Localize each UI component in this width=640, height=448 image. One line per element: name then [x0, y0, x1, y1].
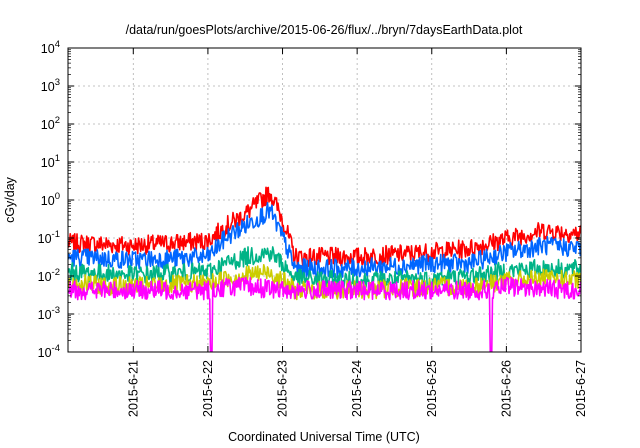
series-magenta-line: [68, 276, 581, 352]
series-red-line: [68, 186, 581, 267]
x-tick-label: 2015-6-23: [276, 360, 290, 417]
y-tick-label: 103: [41, 77, 60, 94]
x-tick-label: 2015-6-26: [499, 360, 513, 417]
x-axis-ticks: 2015-6-21 2015-6-22 2015-6-23 2015-6-24 2015…: [126, 48, 588, 417]
y-tick-label: 100: [41, 191, 60, 208]
y-tick-label: 102: [41, 115, 60, 132]
x-tick-label: 2015-6-21: [126, 360, 140, 417]
y-tick-label: 104: [41, 39, 60, 56]
x-tick-label: 2015-6-27: [574, 360, 588, 417]
y-axis-ticks: 10-4 10-3 10-2 10-1 100 101 102 103 104: [38, 39, 581, 360]
x-axis-label: Coordinated Universal Time (UTC): [228, 430, 420, 444]
x-tick-label: 2015-6-25: [425, 360, 439, 417]
x-tick-label: 2015-6-24: [350, 360, 364, 417]
y-axis-label: cGy/day: [3, 176, 17, 223]
y-tick-label: 10-4: [38, 343, 60, 360]
y-tick-label: 101: [41, 153, 60, 170]
y-tick-label: 10-1: [38, 229, 60, 246]
y-tick-label: 10-2: [38, 267, 60, 284]
series-green-line: [68, 246, 581, 291]
grid-lines: [68, 48, 581, 352]
chart-title: /data/run/goesPlots/archive/2015-06-26/f…: [126, 23, 523, 37]
x-tick-label: 2015-6-22: [201, 360, 215, 417]
data-series: [68, 186, 581, 352]
y-tick-label: 10-3: [38, 305, 60, 322]
series-yellow-line: [68, 264, 581, 301]
